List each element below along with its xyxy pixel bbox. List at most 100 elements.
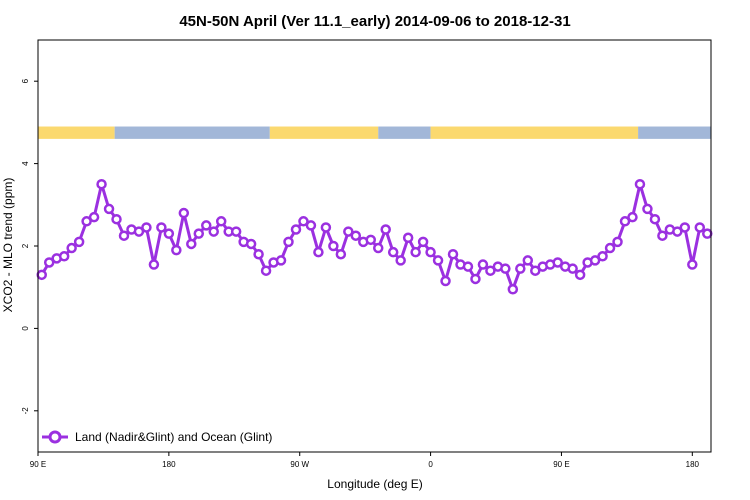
data-point [343,226,354,237]
data-point [694,222,706,233]
data-point [387,246,399,258]
data-point [447,248,459,260]
data-point [410,246,421,258]
surface-segment-ocean [114,126,270,139]
data-point [552,257,563,268]
y-tick-label: 4 [21,161,30,166]
data-point [395,255,406,266]
data-point [627,211,638,223]
y-axis: -2 0 2 4 6 [21,78,38,414]
x-axis-label: Longitude (deg E) [327,477,422,491]
data-point [500,263,511,274]
data-point [111,213,122,225]
data-point [574,269,586,281]
data-point [679,222,691,233]
surface-segment-land [269,126,379,139]
data-point [208,226,219,237]
data-point [290,224,302,235]
surface-segment-ocean [638,126,711,139]
data-point [66,242,77,254]
data-point [275,255,287,266]
data-point [365,234,377,246]
y-tick-label: 0 [21,326,30,331]
data-point [642,203,653,215]
data-point [485,265,496,276]
data-point [215,216,227,227]
data-point [350,230,362,241]
data-point [230,226,242,237]
y-tick-label: -2 [21,407,30,415]
y-tick-label: 6 [21,78,30,83]
data-point [425,246,436,258]
data-point [417,236,429,248]
data-point [141,222,152,233]
data-point [612,236,623,248]
x-tick-label: 0 [428,460,433,469]
data-point [156,222,167,233]
data-point [298,216,309,227]
data-point [335,248,347,260]
data-point [118,230,130,241]
data-point [634,178,646,190]
x-tick-label: 180 [686,460,700,469]
data-point [649,213,661,225]
data-point [148,259,160,270]
data-point [522,255,534,266]
data-point [178,207,190,219]
data-point [657,230,668,241]
data-point [604,242,616,254]
data-point [283,236,294,248]
chart-title: 45N-50N April (Ver 11.1_early) 2014-09-0… [179,13,570,30]
data-point [589,255,601,266]
data-point [702,228,713,239]
data-point [440,275,451,287]
data-point [372,242,384,254]
surface-segment-land [38,126,115,139]
x-tick-label: 90 W [290,460,309,469]
legend-marker-swatch [48,430,62,444]
surface-bar [38,126,711,139]
data-point [432,255,444,266]
legend: Land (Nadir&Glint) and Ocean (Glint) [42,430,272,444]
data-point [58,251,70,262]
data-point [567,263,578,274]
data-point [260,265,272,276]
data-point [320,222,332,233]
surface-segment-ocean [378,126,431,139]
y-axis-label: XCO2 - MLO trend (ppm) [1,178,15,313]
data-point [687,259,698,270]
data-point [73,236,85,248]
data-point [36,269,47,281]
data-point [133,226,145,237]
data-point [462,261,474,272]
data-point [201,220,212,231]
data-point [253,248,264,260]
data-point [43,257,55,268]
data-point [477,259,489,270]
data-point [515,263,526,274]
y-tick-label: 2 [21,243,30,248]
data-point [186,238,197,250]
data-point [305,220,317,231]
data-point [530,265,541,276]
data-point [672,226,683,237]
data-point [402,232,414,244]
x-tick-label: 90 E [30,460,46,469]
data-point [470,273,481,285]
data-point [619,216,631,227]
data-point [171,244,182,256]
data-point [81,216,92,227]
data-point [245,238,257,250]
data-point [88,211,100,223]
x-tick-label: 180 [162,460,176,469]
data-point [193,228,205,239]
surface-segment-land [430,126,639,139]
data-point [328,240,339,252]
data-point [380,224,391,235]
data-point [103,203,115,215]
data-point [507,284,519,295]
x-axis: 90 E 180 90 W 0 90 E 180 [30,452,700,469]
data-point [163,228,175,239]
data-point [597,251,608,262]
